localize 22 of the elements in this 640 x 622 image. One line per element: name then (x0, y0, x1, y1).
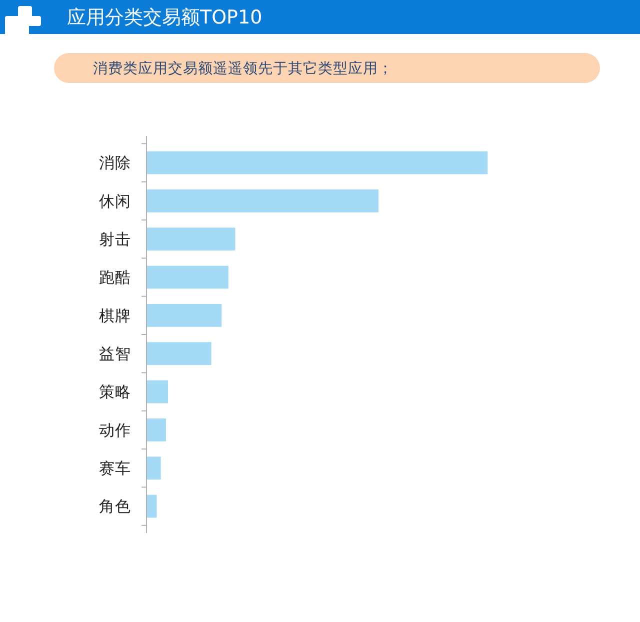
bar (146, 189, 379, 212)
y-tick-label: 休闲 (99, 192, 131, 210)
bar (146, 380, 168, 404)
bar (146, 418, 166, 442)
bar (146, 342, 212, 366)
chart-title: 应用分类交易额TOP10 (67, 6, 262, 29)
bar (146, 494, 157, 518)
y-tick-label: 角色 (99, 498, 131, 516)
bar (146, 151, 488, 174)
y-tick-label: 动作 (99, 421, 131, 440)
y-tick-label: 消除 (99, 154, 131, 172)
y-tick-label: 跑酷 (99, 268, 131, 287)
y-tick-label: 益智 (99, 345, 131, 364)
chart-subtitle: 消费类应用交易额遥遥领先于其它类型应用； (93, 60, 393, 78)
bar (146, 456, 161, 480)
bar (146, 304, 222, 327)
bar (146, 228, 236, 251)
y-tick-label: 策略 (99, 383, 131, 402)
y-tick-label: 射击 (99, 230, 131, 248)
y-tick-label: 棋牌 (99, 306, 131, 325)
bar (146, 266, 228, 289)
y-tick-label: 赛车 (99, 460, 131, 478)
